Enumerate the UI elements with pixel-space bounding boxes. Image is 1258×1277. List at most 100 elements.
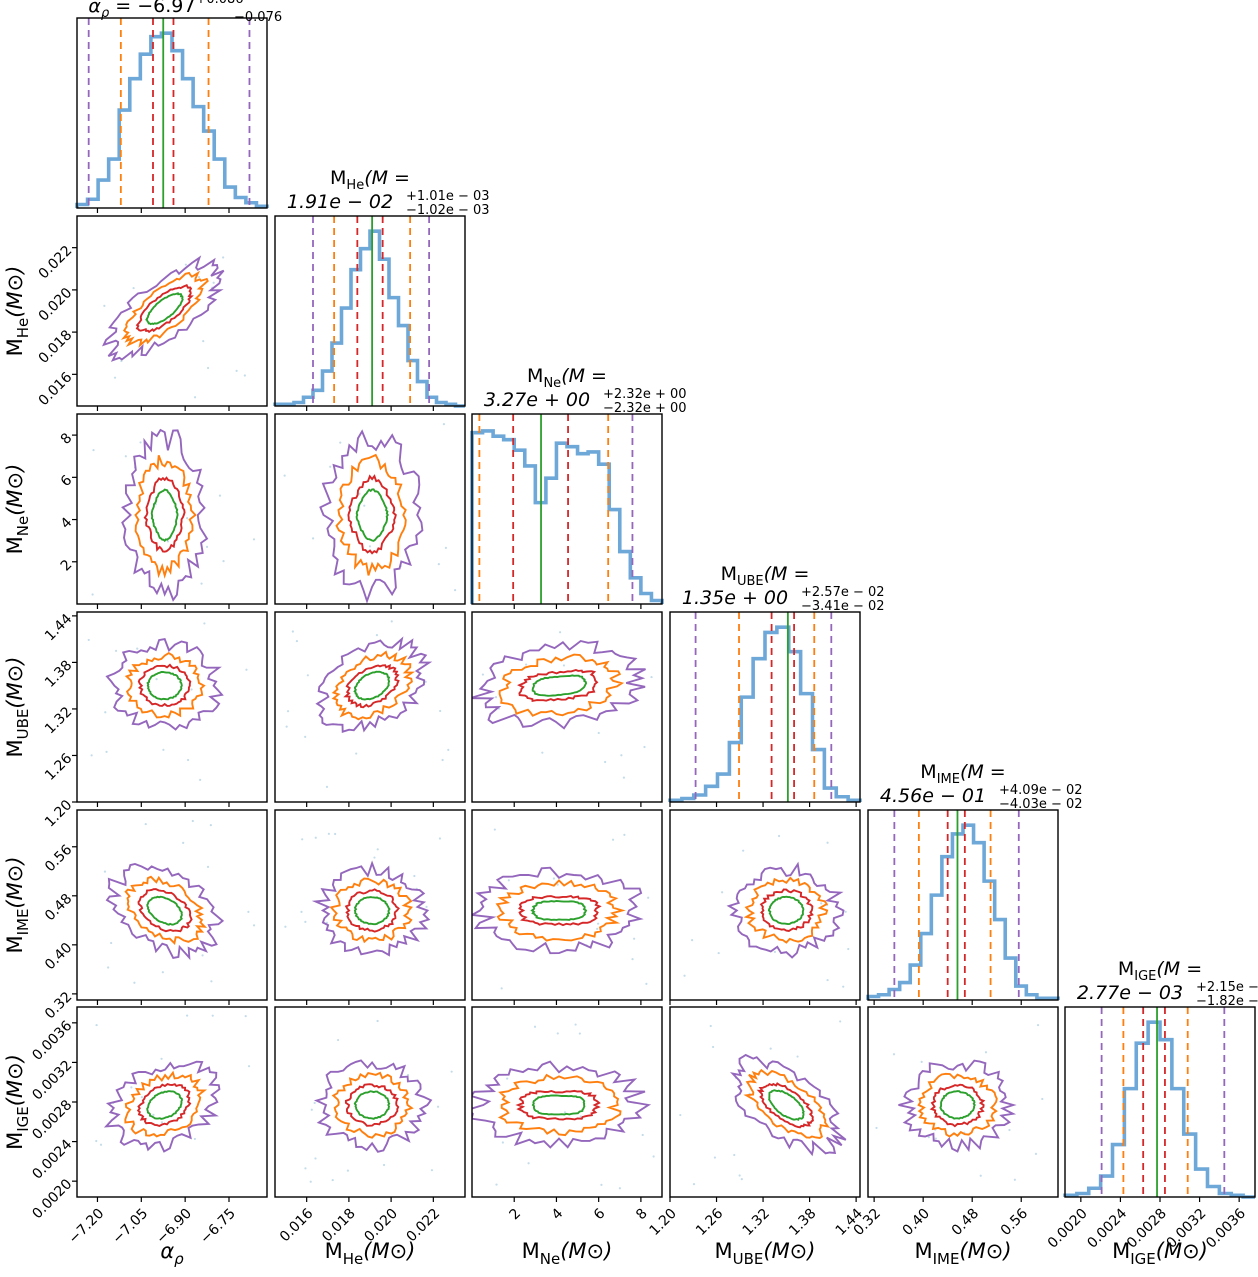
sample-point bbox=[286, 710, 290, 713]
y-tick-label: 0.48 bbox=[42, 891, 75, 924]
panel-M_IGE-alpha_rho bbox=[72, 1006, 268, 1202]
contour-1-sigma bbox=[145, 292, 184, 326]
sample-point bbox=[291, 630, 294, 633]
sample-point bbox=[331, 1178, 334, 1182]
sample-point bbox=[552, 877, 556, 880]
sample-point bbox=[1036, 1023, 1040, 1027]
sample-point bbox=[390, 620, 393, 623]
contour-3-sigma bbox=[124, 1070, 208, 1138]
sample-point bbox=[206, 366, 210, 370]
y-axis-label-M_He-part: (M⊙) bbox=[3, 266, 27, 318]
title-value-M_He: 1.91e − 02 bbox=[287, 191, 393, 213]
contour-2-sigma bbox=[135, 283, 194, 334]
contour-4-sigma bbox=[105, 638, 224, 731]
sample-point bbox=[984, 1051, 988, 1054]
contour-3-sigma bbox=[743, 1068, 831, 1139]
sample-point bbox=[450, 1070, 453, 1073]
contours bbox=[105, 863, 225, 961]
y-axis-label-M_IME-part: (M⊙) bbox=[3, 856, 27, 908]
title-M_IME-part: IME bbox=[937, 772, 960, 787]
title-M_He: MHe(M = bbox=[330, 167, 410, 193]
sample-point bbox=[773, 950, 777, 954]
sample-point bbox=[442, 422, 446, 426]
sample-point bbox=[113, 376, 117, 379]
sample-point bbox=[376, 1019, 379, 1023]
x-tick-label: −7.05 bbox=[110, 1206, 152, 1248]
x-axis-label-M_He-part: He bbox=[343, 1250, 364, 1268]
y-axis-label-M_IGE-part: (M⊙) bbox=[3, 1054, 27, 1106]
title-M_Ne: MNe(M = bbox=[527, 365, 607, 391]
contour-3-sigma bbox=[134, 454, 197, 579]
contour-3-sigma bbox=[124, 651, 206, 719]
title-M_UBE: MUBE(M = bbox=[721, 563, 810, 589]
sample-point bbox=[447, 748, 450, 751]
y-tick-label: 1.44 bbox=[42, 611, 75, 644]
sample-point bbox=[329, 465, 332, 468]
sample-point bbox=[683, 974, 686, 977]
y-axis-label-M_He-part: M bbox=[3, 338, 27, 356]
sample-point bbox=[376, 848, 379, 851]
contours bbox=[315, 636, 433, 733]
sample-point bbox=[339, 441, 342, 444]
sample-point bbox=[166, 540, 170, 543]
sample-point bbox=[310, 1108, 313, 1111]
sample-point bbox=[692, 1183, 696, 1186]
contours bbox=[103, 1060, 221, 1153]
panel-M_IGE-M_IGE bbox=[1063, 1006, 1256, 1202]
contour-2-sigma bbox=[756, 1082, 814, 1129]
panel-M_IME-M_He bbox=[274, 809, 466, 1005]
contour-2-sigma bbox=[137, 663, 192, 707]
y-tick-label: 0.0036 bbox=[29, 1018, 75, 1064]
title-plus-M_IGE: +2.15e − 04 bbox=[1196, 980, 1258, 995]
y-axis-label-M_He-part: He bbox=[14, 318, 32, 339]
x-tick-label: 1.20 bbox=[647, 1206, 680, 1239]
contour-3-sigma bbox=[124, 875, 208, 945]
panel-frame bbox=[274, 809, 466, 1001]
sample-point bbox=[979, 1174, 982, 1177]
sample-point bbox=[495, 1183, 498, 1186]
y-tick-label: 0.020 bbox=[36, 285, 76, 325]
sample-point bbox=[155, 678, 158, 681]
panel-M_UBE-M_Ne bbox=[471, 611, 663, 807]
sample-point bbox=[325, 785, 329, 788]
x-axis-label-M_IGE-part: (M⊙) bbox=[1156, 1239, 1208, 1263]
y-axis-label-M_IME-part: M bbox=[3, 935, 27, 953]
y-tick-label: 0.32 bbox=[42, 989, 75, 1022]
sample-point bbox=[1013, 1178, 1016, 1181]
sample-point bbox=[182, 841, 185, 844]
y-axis-label-M_Ne-part: (M⊙) bbox=[3, 464, 27, 516]
panel-frame bbox=[867, 1006, 1059, 1198]
contour-2-sigma bbox=[759, 888, 814, 932]
sample-point bbox=[184, 263, 187, 266]
sample-point bbox=[441, 758, 444, 762]
title-alpha_rho-part: = −6.97 bbox=[109, 0, 195, 17]
y-axis-label-M_IME: MIME(M⊙) bbox=[3, 856, 32, 953]
contour-2-sigma bbox=[518, 894, 602, 927]
sample-point bbox=[927, 1136, 930, 1139]
y-axis-label-M_Ne-part: M bbox=[3, 536, 27, 554]
contour-1-sigma bbox=[767, 895, 805, 926]
sample-point bbox=[501, 1141, 504, 1144]
panel-M_UBE-M_He bbox=[274, 611, 466, 807]
y-tick-label: 0.0032 bbox=[29, 1057, 75, 1103]
contour-3-sigma bbox=[331, 1071, 414, 1139]
sample-point bbox=[826, 841, 829, 844]
y-tick-label: 0.56 bbox=[42, 842, 75, 875]
sample-point bbox=[247, 1065, 251, 1068]
contour-3-sigma bbox=[743, 876, 829, 944]
x-tick-label: 0.0020 bbox=[1045, 1206, 1091, 1252]
contour-4-sigma bbox=[103, 1060, 221, 1153]
sample-point bbox=[314, 836, 317, 839]
y-tick-label: 4 bbox=[58, 515, 76, 533]
contour-1-sigma bbox=[353, 670, 391, 701]
sample-point bbox=[713, 1156, 717, 1159]
contour-3-sigma bbox=[120, 270, 209, 348]
sample-point bbox=[244, 1015, 247, 1018]
sample-point bbox=[742, 849, 745, 852]
sample-point bbox=[95, 1023, 98, 1027]
x-tick-label: −6.75 bbox=[197, 1206, 239, 1248]
title-value-M_IME-part: 4.56e − 01 bbox=[880, 785, 986, 807]
panel-frame bbox=[669, 809, 861, 1001]
contour-4-sigma bbox=[121, 428, 209, 602]
contours bbox=[472, 639, 646, 730]
